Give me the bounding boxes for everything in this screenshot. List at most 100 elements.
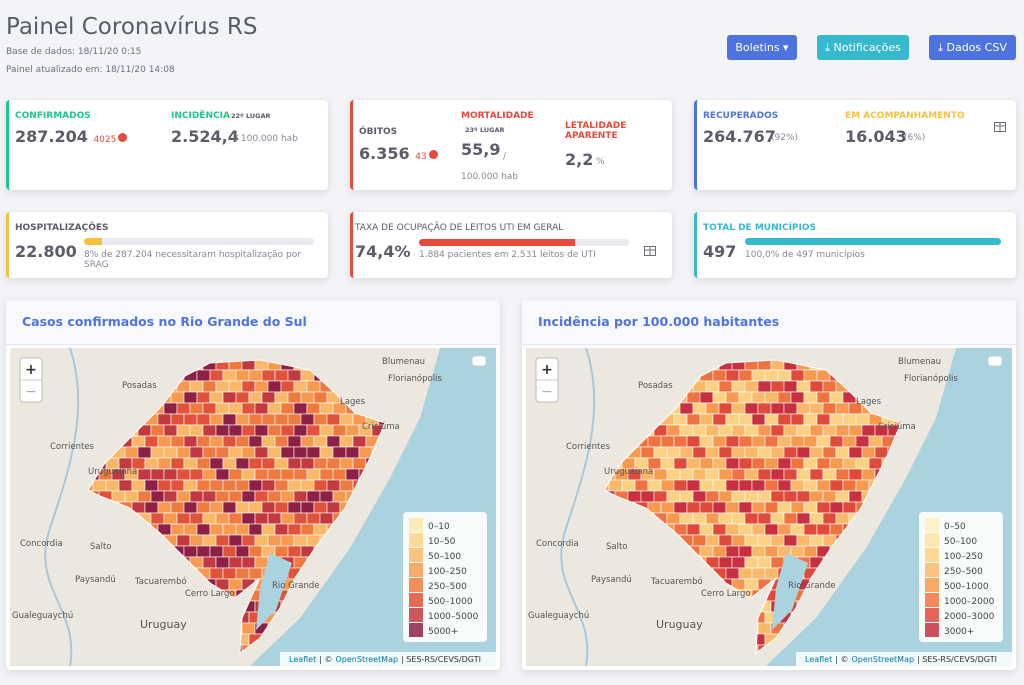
- municipality: [319, 402, 334, 415]
- unit: / 100.000 hab: [235, 134, 298, 144]
- map-panel: Incidência por 100.000 habitantes Blumen…: [522, 300, 1016, 670]
- zoom-in[interactable]: +: [25, 362, 37, 378]
- municipality: [777, 369, 792, 382]
- municipality: [332, 468, 347, 481]
- municipality: [868, 457, 883, 470]
- municipality: [718, 490, 733, 503]
- card-confirmados: CONFIRMADOS 287.204 4025 INCIDÊNCIA 22º …: [6, 100, 328, 190]
- municipality: [666, 512, 681, 525]
- municipality: [783, 490, 798, 503]
- zoom-in[interactable]: +: [541, 362, 553, 378]
- municipality: [183, 457, 198, 470]
- button-text: Notificações: [833, 41, 901, 54]
- municipality: [300, 435, 315, 448]
- value: 6.356: [359, 144, 410, 163]
- attribution-link[interactable]: OpenStreetMap: [852, 655, 915, 664]
- municipality: [816, 479, 831, 492]
- municipality: [267, 380, 282, 393]
- legend-swatch: [409, 563, 423, 577]
- municipality: [183, 501, 198, 514]
- municipality: [319, 446, 334, 459]
- municipality: [248, 501, 263, 514]
- municipality: [209, 501, 224, 514]
- municipality: [744, 380, 759, 393]
- municipality: [332, 490, 347, 503]
- municipality: [809, 512, 824, 525]
- table-icon[interactable]: [994, 122, 1006, 132]
- municipality: [679, 512, 694, 525]
- municipality: [235, 391, 250, 404]
- table-icon[interactable]: [644, 246, 656, 256]
- zoom-out[interactable]: −: [541, 384, 553, 400]
- municipality: [803, 435, 818, 448]
- municipality: [686, 457, 701, 470]
- municipality: [267, 512, 282, 525]
- municipality: [842, 413, 857, 426]
- municipality: [816, 435, 831, 448]
- button-text: Boletins: [735, 41, 780, 54]
- panel-header: Incidência por 100.000 habitantes: [522, 300, 1016, 345]
- legend-label: 100–250: [944, 552, 983, 562]
- municipality: [293, 402, 308, 415]
- municipality: [809, 490, 824, 503]
- municipality: [692, 402, 707, 415]
- panel-header: Casos confirmados no Rio Grande do Sul: [6, 300, 500, 345]
- csv-button[interactable]: ⤓ Dados CSV: [929, 35, 1016, 60]
- municipality: [306, 402, 321, 415]
- label: TAXA DE OCUPAÇÃO DE LEITOS UTI EM GERAL: [355, 223, 564, 233]
- municipality: [241, 512, 256, 525]
- municipality: [215, 446, 230, 459]
- municipality: [287, 435, 302, 448]
- municipality: [306, 446, 321, 459]
- municipality: [196, 413, 211, 426]
- attribution-link[interactable]: Leaflet: [289, 655, 316, 664]
- boletins-button[interactable]: Boletins ▾: [727, 35, 797, 60]
- municipality: [144, 479, 159, 492]
- municipality: [215, 512, 230, 525]
- municipality: [202, 380, 217, 393]
- attribution-bg: [796, 652, 1012, 666]
- legend-swatch: [409, 578, 423, 592]
- legend-box: [919, 512, 1003, 642]
- municipality: [725, 413, 740, 426]
- card-uti: TAXA DE OCUPAÇÃO DE LEITOS UTI EM GERAL …: [350, 212, 672, 278]
- municipality: [209, 545, 224, 558]
- attribution-link[interactable]: Leaflet: [805, 655, 832, 664]
- attribution-link[interactable]: OpenStreetMap: [336, 655, 399, 664]
- municipality: [274, 457, 289, 470]
- fullscreen-control[interactable]: [987, 355, 1003, 367]
- municipality: [235, 435, 250, 448]
- label: EM ACOMPANHAMENTO: [845, 111, 965, 121]
- place-label: Posadas: [122, 381, 157, 391]
- map[interactable]: Blumenau Florianópolis Posadas Lages Criciúm…: [526, 348, 1012, 666]
- progress-bar: [419, 239, 629, 246]
- municipality: [339, 413, 354, 426]
- place-label: Rio Grande: [272, 581, 319, 591]
- municipality: [686, 501, 701, 514]
- municipality: [241, 622, 256, 635]
- map[interactable]: Blumenau Florianópolis Posadas Lages Criciúm…: [10, 348, 496, 666]
- state-border: [603, 359, 902, 655]
- municipality: [653, 490, 668, 503]
- municipality: [326, 501, 341, 514]
- municipality: [313, 501, 328, 514]
- municipality: [731, 556, 746, 569]
- municipality: [673, 413, 688, 426]
- notificacoes-button[interactable]: ⤓ Notificações: [817, 35, 909, 60]
- fullscreen-control[interactable]: [471, 355, 487, 367]
- municipality: [790, 479, 805, 492]
- card-municipios: TOTAL DE MUNICÍPIOS 497 100,0% de 497 mu…: [694, 212, 1016, 278]
- municipality: [287, 523, 302, 536]
- place-label: Gualeguaychú: [528, 611, 589, 621]
- municipality: [783, 424, 798, 437]
- zoom-out[interactable]: −: [25, 384, 37, 400]
- municipality: [848, 446, 863, 459]
- municipality: [228, 402, 243, 415]
- municipality: [235, 457, 250, 470]
- municipality: [673, 501, 688, 514]
- place-label: Gualeguaychú: [12, 611, 73, 621]
- municipality: [209, 479, 224, 492]
- value: 264.767: [703, 127, 776, 146]
- municipality: [653, 446, 668, 459]
- legend-label: 5000+: [428, 627, 458, 637]
